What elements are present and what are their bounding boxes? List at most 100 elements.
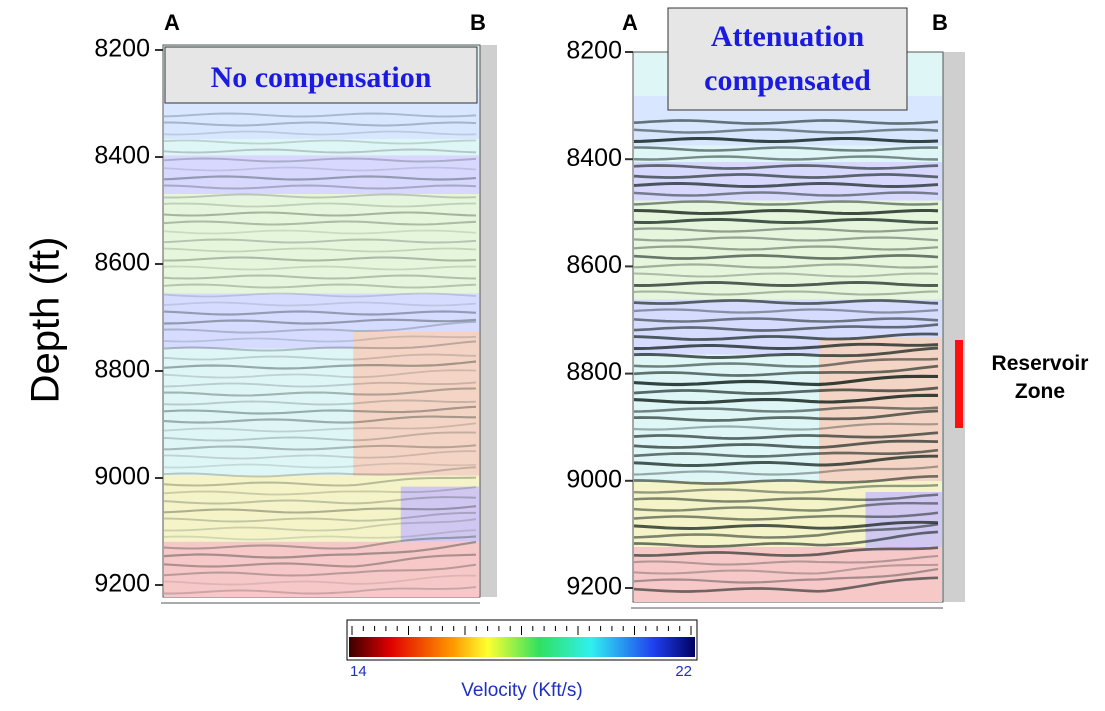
reflector <box>163 360 477 370</box>
reflector <box>163 265 477 271</box>
reservoir-label: Zone <box>1015 380 1065 403</box>
reflector <box>163 184 477 190</box>
reflector <box>163 444 477 451</box>
reflector <box>163 283 477 289</box>
reflector <box>633 254 939 260</box>
reflector <box>163 462 477 469</box>
reflector <box>163 496 477 505</box>
reflector <box>163 505 477 514</box>
reflector <box>163 220 477 226</box>
reflector <box>163 529 477 541</box>
reflector <box>163 292 477 298</box>
reflector <box>633 164 939 170</box>
colorbar <box>349 637 695 657</box>
reflector <box>164 121 477 127</box>
reservoir-label: Reservoir <box>992 352 1089 375</box>
reflector <box>163 405 477 415</box>
reflector <box>163 130 477 136</box>
reflector <box>163 340 477 352</box>
reflector <box>633 431 939 440</box>
reflector <box>633 465 939 476</box>
reflector <box>163 193 477 199</box>
colorbar-min: 14 <box>350 663 367 680</box>
reflector <box>633 227 939 233</box>
reflector <box>633 511 939 521</box>
reflector <box>163 415 476 424</box>
reflector <box>163 422 477 433</box>
reflector <box>633 155 939 161</box>
reflector <box>633 218 938 224</box>
reflector <box>163 157 477 163</box>
reflector <box>163 166 477 172</box>
reflector <box>163 202 476 208</box>
reflector <box>163 247 477 253</box>
depth-tick-label: 8600 <box>94 249 150 277</box>
reflector <box>633 493 939 503</box>
reflector <box>163 369 477 379</box>
reflector <box>163 229 477 235</box>
velocity-zone <box>865 492 942 547</box>
reflector <box>633 406 939 413</box>
reflector <box>163 381 477 388</box>
depth-tick-label: 9000 <box>566 465 622 493</box>
reflector <box>634 474 939 485</box>
reflector <box>633 323 939 332</box>
reflector <box>633 448 939 458</box>
reflector <box>163 399 477 406</box>
side-strip <box>943 52 965 602</box>
reflector <box>633 208 939 216</box>
reflector <box>633 191 939 197</box>
reflector <box>633 173 939 179</box>
reflector <box>633 554 939 566</box>
velocity-zone <box>164 194 479 294</box>
reflector <box>633 290 939 296</box>
reflector <box>633 128 939 134</box>
reflector <box>633 409 939 422</box>
section-end-label: A <box>164 10 180 35</box>
reflector <box>633 522 939 539</box>
reflector <box>163 112 477 118</box>
section-end-label: B <box>932 10 948 35</box>
title-box <box>667 7 908 111</box>
reflector <box>633 281 939 287</box>
reflector <box>633 317 939 323</box>
reflector <box>163 148 477 154</box>
reflector <box>633 245 939 251</box>
colorbar-max: 22 <box>675 663 692 680</box>
velocity-zone <box>164 541 479 597</box>
reflector <box>634 146 939 152</box>
velocity-zone <box>164 155 479 195</box>
reflector <box>163 353 477 361</box>
reflector <box>633 484 939 494</box>
reflector <box>163 320 477 334</box>
reflector <box>164 256 477 262</box>
reflector <box>633 374 938 387</box>
reflector <box>163 535 477 550</box>
reflector <box>633 530 939 548</box>
reflector <box>633 546 939 557</box>
reflector <box>633 119 939 125</box>
reflector <box>163 335 477 343</box>
reflector <box>633 454 938 467</box>
reflector <box>163 211 477 217</box>
reflector <box>633 299 939 305</box>
reflector <box>633 501 938 512</box>
reflector <box>163 511 476 523</box>
reflector <box>633 308 939 314</box>
reflector <box>633 136 939 144</box>
panel-title: Attenuation <box>711 20 865 53</box>
depth-tick-label: 8200 <box>94 35 150 63</box>
depth-tick-label: 9000 <box>94 463 150 491</box>
reflector <box>163 301 477 307</box>
reflector <box>163 574 476 586</box>
reflector <box>164 586 477 595</box>
reflector <box>163 486 477 496</box>
reflector <box>633 357 939 368</box>
reflector <box>633 182 939 188</box>
reflector <box>163 238 477 244</box>
depth-tick-label: 9200 <box>94 570 150 598</box>
reflector <box>633 200 939 206</box>
reflector <box>163 563 477 577</box>
reflector <box>633 364 939 377</box>
